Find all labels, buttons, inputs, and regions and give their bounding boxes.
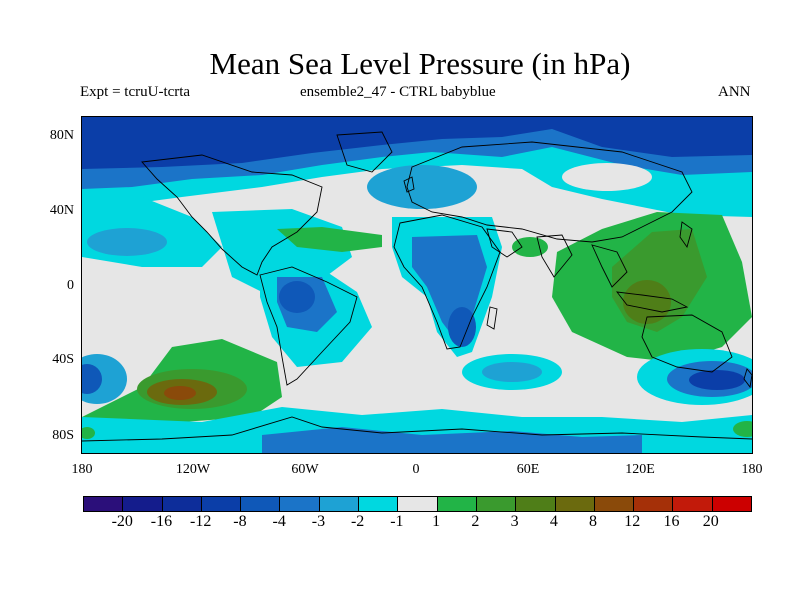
coast-south-america: [259, 266, 358, 386]
map-frame: [81, 116, 753, 454]
lon-label-120e: 120E: [625, 462, 655, 477]
pressure-anomaly-map: [82, 117, 752, 453]
coast-new-zealand: [743, 368, 752, 389]
coast-antarctica: [82, 416, 752, 442]
africa-core: [448, 307, 476, 347]
coast-africa: [393, 214, 501, 350]
coast-southeast-asia: [591, 244, 628, 288]
colorbar-label: 2: [471, 513, 480, 530]
experiment-label: Expt = tcruU-tcrta: [80, 84, 191, 100]
coast-australia: [641, 314, 733, 373]
north-atlantic-green: [277, 227, 382, 252]
colorbar-label: -3: [311, 513, 326, 530]
colorbar-label: 20: [702, 513, 719, 530]
ensemble-label: ensemble2_47 - CTRL babyblue: [300, 84, 496, 100]
coast-india: [536, 234, 573, 278]
colorbar-label: -1: [390, 513, 404, 530]
colorbar-label: 1: [432, 513, 441, 530]
colorbar-segment: [319, 497, 360, 511]
season-label: ANN: [718, 84, 751, 100]
colorbar-segment: [437, 497, 477, 511]
plot-title: Mean Sea Level Pressure (in hPa): [209, 46, 631, 81]
coast-arabia: [486, 228, 523, 258]
colorbar-segment: [594, 497, 635, 511]
antarctic-blue: [262, 427, 642, 453]
colorbar-segment: [673, 497, 713, 511]
colorbar-label: 8: [589, 513, 598, 530]
colorbar-label: 4: [549, 513, 558, 530]
colorbar-segment: [476, 497, 517, 511]
north-atlantic-blue: [367, 165, 477, 209]
south-pacific-core: [164, 386, 196, 400]
coast-madagascar: [486, 306, 498, 330]
lon-label-180e: 180: [741, 462, 763, 477]
south-indian-blue: [482, 362, 542, 382]
map-area: [82, 117, 752, 453]
indian-ocean-green: [512, 237, 548, 257]
colorbar-label: -4: [272, 513, 286, 530]
antarctic-green-west: [82, 427, 95, 439]
colorbar-segment: [359, 497, 399, 511]
lon-label-120w: 120W: [175, 462, 211, 477]
colorbar-label: -16: [150, 513, 173, 530]
coast-japan: [679, 221, 693, 249]
lon-label-0: 0: [412, 462, 420, 477]
colorbar-segment: [280, 497, 320, 511]
antarctic-green-east: [733, 421, 752, 437]
colorbar-segment: [84, 497, 124, 511]
coastlines: [82, 131, 752, 442]
lon-label-180w: 180: [71, 462, 93, 477]
lat-label-80s: 80S: [52, 428, 74, 443]
coast-eurasia: [406, 141, 693, 243]
colorbar-segment: [241, 497, 281, 511]
colorbar-label: 3: [510, 513, 519, 530]
south-america-core: [279, 281, 315, 313]
north-pacific-blue: [87, 228, 167, 256]
coast-greenland: [336, 131, 393, 173]
colorbar-segment: [398, 497, 438, 511]
colorbar-segment: [162, 497, 202, 511]
colorbar-label: -12: [190, 513, 212, 530]
arctic-deep-blue: [82, 117, 752, 169]
maritime-core: [623, 280, 671, 324]
colorbar-segment: [201, 497, 242, 511]
colorbar-segment: [123, 497, 163, 511]
colorbar-segment: [516, 497, 556, 511]
colorbar-label: -20: [111, 513, 133, 530]
lon-label-60w: 60W: [291, 462, 319, 477]
colorbar: [83, 496, 752, 512]
lon-label-60e: 60E: [516, 462, 540, 477]
south-pacific-west-core: [82, 364, 102, 394]
coast-uk: [403, 176, 415, 193]
colorbar-segment: [712, 497, 752, 511]
lat-label-80n: 80N: [49, 128, 74, 143]
coast-indonesia: [615, 291, 689, 313]
colorbar-label: 16: [663, 513, 680, 530]
north-pacific-neutral: [562, 163, 652, 191]
lat-label-40s: 40S: [52, 352, 74, 367]
coast-north-america: [141, 154, 323, 276]
colorbar-segment: [634, 497, 674, 511]
colorbar-label: 12: [624, 513, 641, 530]
lat-label-40n: 40N: [49, 203, 74, 218]
south-australia-core: [689, 370, 745, 390]
colorbar-segment: [555, 497, 595, 511]
colorbar-label: -2: [350, 513, 365, 530]
lat-label-eq: 0: [67, 278, 74, 293]
colorbar-label: -8: [233, 513, 247, 530]
